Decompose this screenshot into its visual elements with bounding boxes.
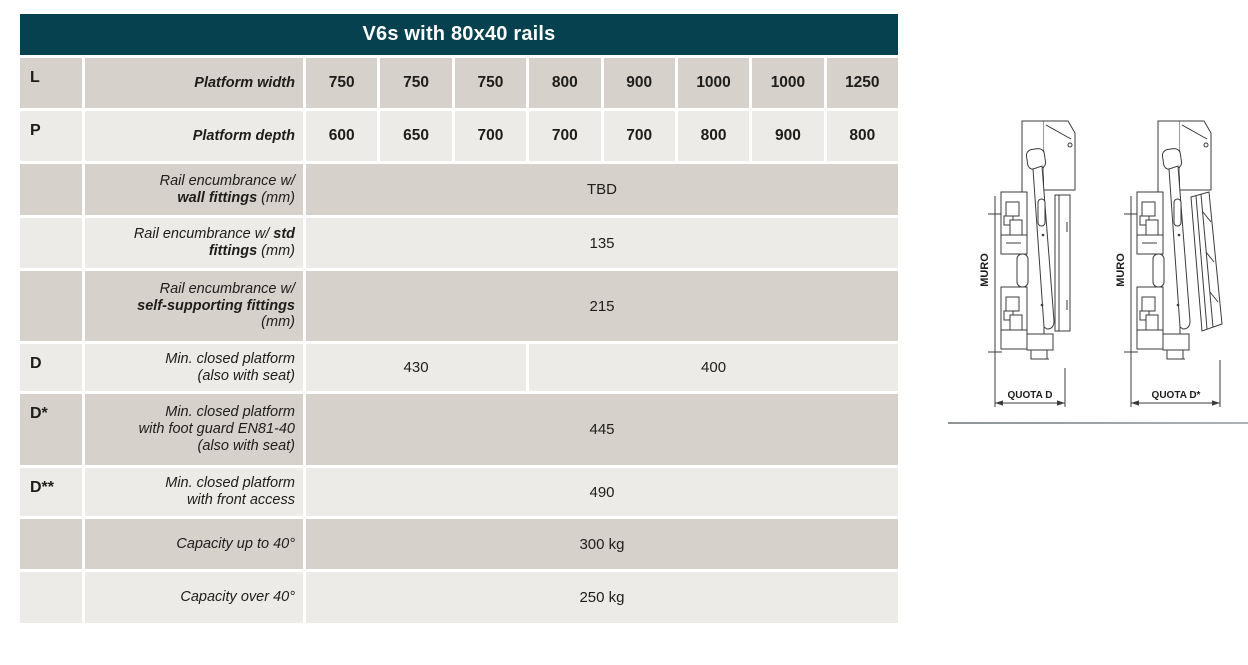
dimension-label: QUOTA D* bbox=[1152, 390, 1201, 401]
row-key bbox=[20, 271, 82, 341]
row-key: D* bbox=[20, 394, 82, 465]
value-cell: 430 bbox=[306, 344, 527, 391]
value-cell: 445 bbox=[306, 394, 898, 465]
value-cell: 700 bbox=[454, 111, 527, 161]
table-row: D** Min. closed platform with front acces… bbox=[20, 468, 898, 516]
panel-divider bbox=[948, 422, 1248, 424]
row-key bbox=[20, 218, 82, 268]
row-label: Rail encumbrance w/ std fittings (mm) bbox=[85, 218, 303, 268]
spec-section: V6s with 80x40 rails L Platform width 750 7… bbox=[20, 14, 898, 626]
platform-panel-tilted bbox=[1190, 191, 1223, 332]
wall-label: MURO bbox=[980, 253, 991, 287]
row-key: P bbox=[20, 111, 82, 161]
value-cell: 900 bbox=[752, 111, 824, 161]
value-cell: 1000 bbox=[752, 58, 824, 108]
value-cell: 700 bbox=[529, 111, 601, 161]
row-label: Rail encumbrance w/ self-supporting fitt… bbox=[85, 271, 303, 341]
row-label: Min. closed platform (also with seat) bbox=[85, 344, 303, 391]
row-label: Platform width bbox=[85, 58, 303, 108]
row-label: Min. closed platform with front access bbox=[85, 468, 303, 516]
value-cell: TBD bbox=[306, 164, 898, 215]
row-key: D bbox=[20, 344, 82, 391]
table-row: Rail encumbrance w/ self-supporting fitt… bbox=[20, 271, 898, 341]
value-cell: 750 bbox=[306, 58, 378, 108]
spec-table: L Platform width 750 750 750 800 900 1000 1000 12… bbox=[17, 55, 901, 626]
row-key: L bbox=[20, 58, 82, 108]
row-label: Capacity over 40° bbox=[85, 572, 303, 623]
row-key bbox=[20, 164, 82, 215]
value-cell: 750 bbox=[454, 58, 527, 108]
table-row: Rail encumbrance w/ wall fittings (mm) TB… bbox=[20, 164, 898, 215]
value-cell: 650 bbox=[380, 111, 452, 161]
table-row: Rail encumbrance w/ std fittings (mm) 135 bbox=[20, 218, 898, 268]
table-row: L Platform width 750 750 750 800 900 1000 1000 12… bbox=[20, 58, 898, 108]
value-cell: 400 bbox=[529, 344, 898, 391]
dimension-label: QUOTA D bbox=[1008, 390, 1053, 401]
row-label: Rail encumbrance w/ wall fittings (mm) bbox=[85, 164, 303, 215]
value-cell: 750 bbox=[380, 58, 452, 108]
wall-label: MURO bbox=[1116, 253, 1127, 287]
value-cell: 250 kg bbox=[306, 572, 898, 623]
value-cell: 700 bbox=[603, 111, 675, 161]
value-cell: 215 bbox=[306, 271, 898, 341]
value-cell: 1250 bbox=[826, 58, 898, 108]
value-cell: 300 kg bbox=[306, 519, 898, 569]
diagram-quota-d-star: MURO QUOTA D* bbox=[1116, 102, 1248, 414]
row-key bbox=[20, 572, 82, 623]
table-row: Capacity over 40° 250 kg bbox=[20, 572, 898, 623]
row-label: Min. closed platform with foot guard EN8… bbox=[85, 394, 303, 465]
table-row: D Min. closed platform (also with seat) 43… bbox=[20, 344, 898, 391]
value-cell: 135 bbox=[306, 218, 898, 268]
value-cell: 600 bbox=[306, 111, 378, 161]
value-cell: 800 bbox=[529, 58, 601, 108]
spec-table-body: L Platform width 750 750 750 800 900 1000 1000 12… bbox=[20, 58, 898, 623]
value-cell: 900 bbox=[603, 58, 675, 108]
value-cell: 1000 bbox=[677, 58, 750, 108]
row-label: Capacity up to 40° bbox=[85, 519, 303, 569]
row-label: Platform depth bbox=[85, 111, 303, 161]
diagram-quota-d: MURO QUOTA D bbox=[980, 102, 1110, 414]
row-key bbox=[20, 519, 82, 569]
value-cell: 800 bbox=[826, 111, 898, 161]
row-key: D** bbox=[20, 468, 82, 516]
table-row: P Platform depth 600 650 700 700 700 800 900 800 bbox=[20, 111, 898, 161]
value-cell: 800 bbox=[677, 111, 750, 161]
table-title: V6s with 80x40 rails bbox=[20, 14, 898, 55]
table-row: D* Min. closed platform with foot guard E… bbox=[20, 394, 898, 465]
platform-panel bbox=[1054, 194, 1071, 332]
table-row: Capacity up to 40° 300 kg bbox=[20, 519, 898, 569]
value-cell: 490 bbox=[306, 468, 898, 516]
